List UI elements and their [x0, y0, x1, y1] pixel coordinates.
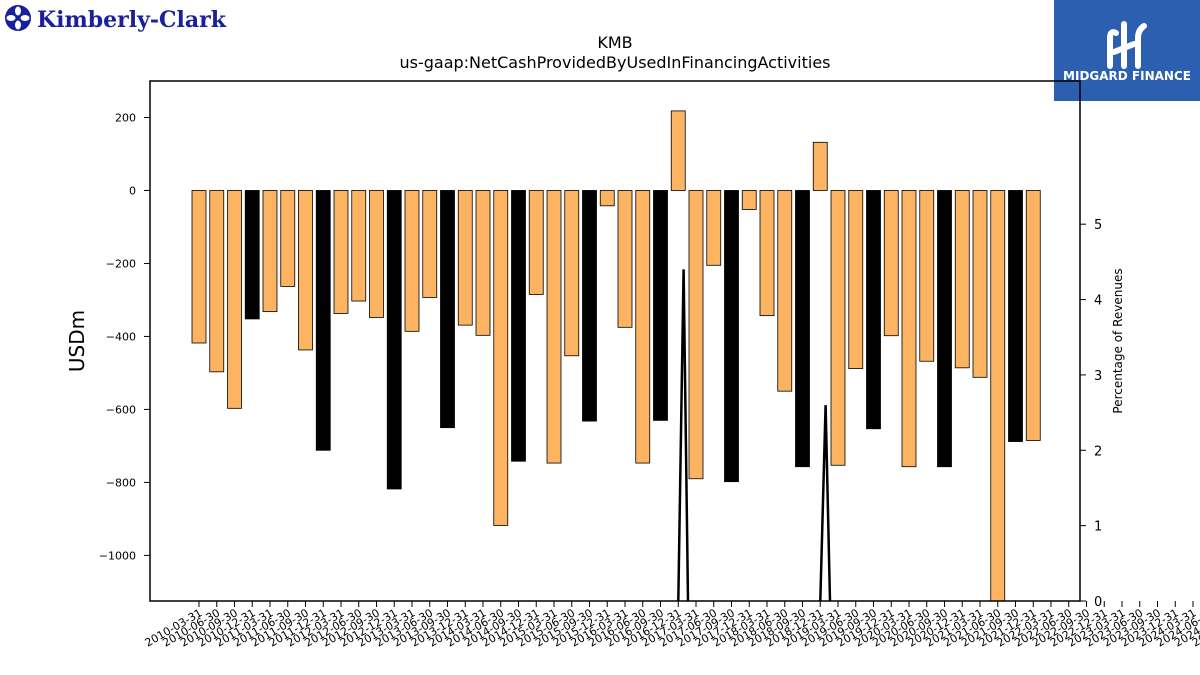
bar-2010-09-30 — [227, 190, 242, 409]
y-tick-label: 200 — [115, 111, 136, 124]
bar-2017-06-30 — [706, 190, 722, 266]
bar-2015-09-30 — [582, 190, 597, 422]
bar-2016-03-31 — [617, 190, 633, 328]
y2-tick-label: 0 — [1094, 595, 1102, 610]
y-tick-label: 0 — [129, 184, 136, 197]
bar-2012-06-30 — [351, 190, 367, 302]
plot-frame — [149, 80, 1081, 602]
chart-subtitle: us-gaap:NetCashProvidedByUsedInFinancing… — [399, 53, 830, 72]
midgard-wordmark: MIDGARD FINANCE — [1063, 69, 1191, 83]
bar-2016-09-30 — [653, 190, 668, 421]
bar-2013-09-30 — [440, 190, 455, 429]
bar-2016-12-31 — [670, 110, 686, 191]
bar-2013-03-31 — [404, 190, 420, 332]
bar-2014-03-31 — [475, 190, 491, 336]
logo-wordmark: Kimberly-Clark — [37, 7, 227, 33]
y-tick-label: −800 — [106, 476, 136, 489]
bar-2011-09-30 — [298, 190, 313, 351]
bar-2018-06-30 — [777, 190, 793, 392]
bar-2021-06-30 — [990, 190, 1006, 602]
left-y-axis: 200 0 −200 −400 −600 −800 −1000 — [99, 111, 150, 562]
y-axis-label: USDm — [65, 310, 89, 372]
y-tick-label: −600 — [106, 403, 136, 416]
bar-2020-12-31 — [954, 190, 970, 369]
right-y-axis: 0 1 2 3 4 5 — [1080, 218, 1102, 610]
bar-2018-09-30 — [795, 190, 810, 468]
bar-2011-03-31 — [262, 190, 278, 313]
bar-2019-06-30 — [848, 190, 864, 369]
y2-tick-label: 1 — [1094, 520, 1102, 535]
y2-tick-label: 5 — [1094, 218, 1102, 233]
right-y-axis-label: Percentage of Revenues — [1111, 268, 1125, 413]
bar-2017-12-31 — [741, 190, 757, 210]
chart-title: KMB — [597, 33, 632, 52]
bar-series — [191, 110, 1041, 602]
bar-2017-09-30 — [724, 190, 739, 483]
bar-2016-06-30 — [635, 190, 651, 464]
y-tick-label: −200 — [106, 257, 136, 270]
bar-2018-12-31 — [812, 141, 828, 191]
percentage-line — [677, 269, 832, 602]
bar-2013-06-30 — [422, 190, 438, 298]
bar-2020-06-30 — [919, 190, 935, 362]
kimberly-clark-logo: Kimberly-Clark — [4, 4, 239, 34]
bar-2012-12-31 — [386, 190, 402, 490]
y-tick-label: −1000 — [99, 549, 136, 562]
bar-2021-09-30 — [1008, 190, 1023, 442]
bar-2012-03-31 — [333, 190, 349, 314]
bar-2020-09-30 — [937, 190, 952, 468]
bar-2017-03-31 — [688, 190, 704, 480]
bar-2011-06-30 — [280, 190, 296, 287]
y2-tick-label: 3 — [1094, 369, 1102, 384]
bar-2014-12-31 — [528, 190, 544, 295]
bar-2014-09-30 — [511, 190, 526, 462]
bar-2018-03-31 — [759, 190, 775, 317]
y2-tick-label: 4 — [1094, 294, 1102, 309]
bar-2019-03-31 — [830, 190, 846, 466]
bar-2019-09-30 — [866, 190, 881, 430]
bar-2010-06-30 — [209, 190, 225, 373]
bar-2011-12-31 — [315, 190, 331, 451]
logo-star-icon — [6, 6, 30, 30]
y-tick-label: −400 — [106, 330, 136, 343]
bar-2020-03-31 — [901, 190, 917, 468]
bar-2010-03-31 — [191, 190, 207, 344]
bar-2019-12-31 — [883, 190, 899, 337]
bar-2021-03-31 — [972, 190, 988, 378]
bar-2012-09-30 — [369, 190, 384, 318]
bar-2015-06-30 — [564, 190, 580, 357]
midgard-emblem-icon — [1107, 21, 1147, 69]
bar-2015-03-31 — [546, 190, 562, 464]
bar-2021-12-31 — [1025, 190, 1041, 441]
x-axis: 2010-03-312010-06-302010-09-302010-12-31… — [143, 601, 1200, 650]
y2-tick-label: 2 — [1094, 444, 1102, 459]
bar-2010-12-31 — [244, 190, 260, 320]
bar-2014-06-30 — [493, 190, 509, 526]
bar-2013-12-31 — [457, 190, 473, 326]
midgard-finance-logo: MIDGARD FINANCE — [1054, 0, 1200, 101]
bar-2015-12-31 — [599, 190, 615, 207]
